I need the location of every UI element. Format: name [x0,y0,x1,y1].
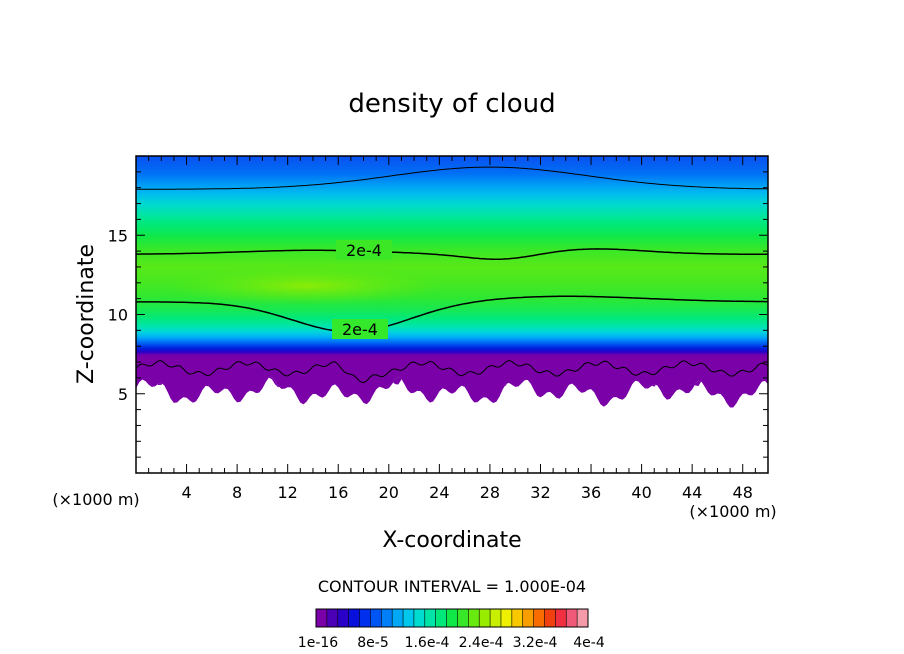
plot-area [136,156,768,408]
contour-label-upper: 2e-4 [346,241,382,260]
colorbar-tick-label: 2.4e-4 [459,635,504,651]
colorbar-swatch [435,609,447,627]
x-tick-label: 16 [328,483,348,502]
colorbar-swatch [359,609,371,627]
contour-label-lower: 2e-4 [342,320,378,339]
contour-line-base [136,359,768,384]
x-tick-label: 8 [232,483,242,502]
z-axis-unit: (×1000 m) [52,490,139,509]
y-tick-label: 10 [108,306,128,325]
chart-title: density of cloud [348,89,555,119]
x-tick-label: 4 [181,483,191,502]
x-tick-label: 48 [733,483,753,502]
colorbar-frame [315,608,589,628]
colorbar-swatch [500,609,513,627]
contour-line-2e-4-upper [136,248,768,260]
colorbar-swatch [533,609,545,627]
colorbar-swatch [511,609,524,627]
colorbar-swatch [424,609,436,627]
colorbar-swatch [403,609,415,627]
contour-label-bg-upper [336,240,392,260]
x-tick-label: 12 [278,483,298,502]
colorbar-swatch [326,609,339,627]
contour-labels: 2e-4 2e-4 [332,240,392,339]
x-tick-label: 28 [480,483,500,502]
contour-interval-text: CONTOUR INTERVAL = 1.000E-04 [318,577,586,596]
contour-line-top [136,166,768,190]
contour-lines [136,166,768,384]
colorbar-swatch [348,609,360,627]
colorbar-swatch [479,609,491,627]
contour-label-bg-lower [332,319,388,339]
colorbar-swatch [370,609,382,627]
colorbar-swatch [413,609,426,627]
colorbar-tick-label: 8e-5 [357,635,388,651]
x-tick-label: 44 [682,483,702,502]
colorbar-tick-label: 1e-16 [298,635,338,651]
colorbar-swatch [566,609,578,627]
contour-line-2e-4-lower [136,295,768,333]
colorbar-swatch [392,609,404,627]
y-tick-label: 5 [118,385,128,404]
x-tick-label: 36 [581,483,601,502]
colorbar-swatch [490,609,502,627]
colorbar-swatch [337,609,349,627]
x-tick-label: 32 [530,483,550,502]
y-axis-label: Z-coordinate [74,244,99,384]
colorbar-swatch [446,609,458,627]
colorbar-swatch [468,609,480,627]
colorbar-swatch [457,609,469,627]
cloud-base-ragged-edge [136,371,768,408]
colorbar-swatch [544,609,556,627]
x-tick-label: 20 [379,483,399,502]
x-axis-label: X-coordinate [382,528,521,553]
y-tick-label: 15 [108,226,128,245]
colorbar-swatch [316,609,328,627]
cloud-density-maximum [167,266,446,305]
colorbar-swatch [381,609,393,627]
colorbar-swatch [522,609,534,627]
x-axis-unit: (×1000 m) [689,502,776,521]
colorbar-tick-label: 3.2e-4 [513,635,558,651]
cloud-density-field [136,156,768,408]
colorbar: 1e-16 8e-5 1.6e-4 2.4e-4 3.2e-4 4e-4 [298,608,605,651]
x-tick-label: 24 [429,483,449,502]
colorbar-tick-label: 4e-4 [573,635,605,651]
colorbar-swatch [577,609,589,627]
colorbar-swatch [555,609,567,627]
x-tick-label: 40 [631,483,651,502]
colorbar-tick-label: 1.6e-4 [405,635,450,651]
